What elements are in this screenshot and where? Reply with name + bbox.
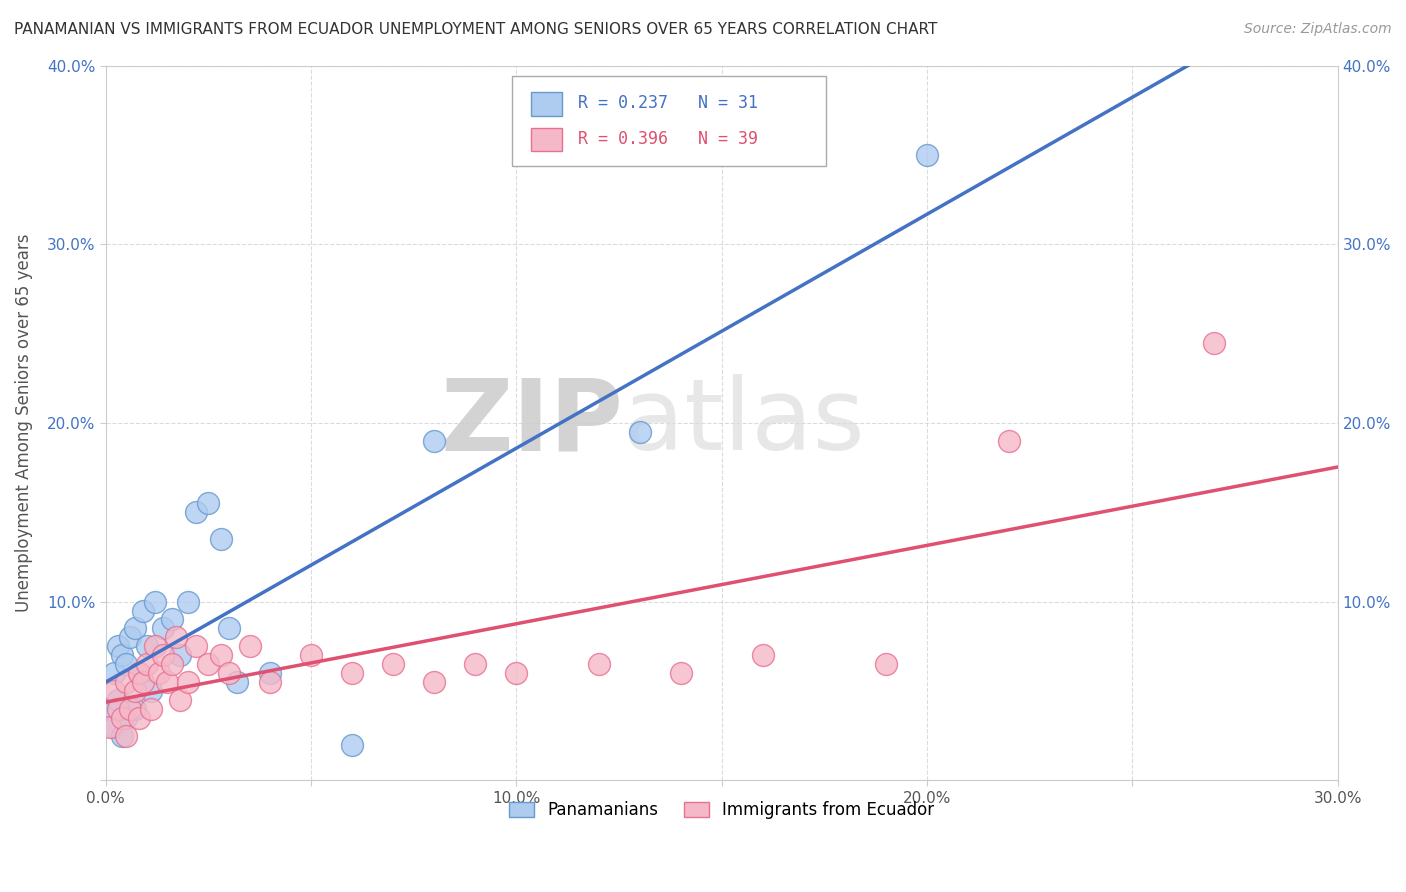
Point: [169, 648, 191, 663]
Point: [169, 693, 191, 707]
Point: [915, 148, 938, 162]
Point: [103, 666, 125, 681]
Point: [143, 640, 166, 654]
Point: [226, 675, 249, 690]
Point: [669, 666, 692, 681]
FancyBboxPatch shape: [531, 93, 561, 116]
Point: [143, 594, 166, 608]
Point: [120, 702, 142, 716]
Point: [152, 622, 174, 636]
Point: [132, 603, 155, 617]
Point: [124, 622, 146, 636]
Point: [423, 675, 446, 690]
Point: [160, 612, 183, 626]
Point: [135, 657, 157, 672]
Point: [111, 711, 134, 725]
Point: [177, 675, 200, 690]
Point: [124, 702, 146, 716]
Point: [111, 729, 134, 743]
Text: Source: ZipAtlas.com: Source: ZipAtlas.com: [1244, 22, 1392, 37]
FancyBboxPatch shape: [531, 128, 561, 152]
Point: [209, 532, 232, 546]
Point: [107, 693, 129, 707]
Text: R = 0.396   N = 39: R = 0.396 N = 39: [578, 130, 758, 148]
Point: [259, 666, 281, 681]
Point: [107, 640, 129, 654]
Point: [423, 434, 446, 448]
Point: [139, 684, 162, 698]
Point: [132, 675, 155, 690]
Point: [588, 657, 610, 672]
Text: ZIP: ZIP: [440, 375, 623, 472]
Point: [382, 657, 405, 672]
Point: [218, 666, 240, 681]
Point: [103, 720, 125, 734]
Point: [259, 675, 281, 690]
Point: [139, 702, 162, 716]
Point: [186, 640, 208, 654]
FancyBboxPatch shape: [512, 77, 827, 166]
Point: [128, 666, 150, 681]
Point: [752, 648, 775, 663]
Point: [998, 434, 1021, 448]
Point: [238, 640, 260, 654]
Point: [115, 711, 138, 725]
Point: [186, 505, 208, 519]
Point: [111, 648, 134, 663]
Point: [98, 702, 121, 716]
Point: [505, 666, 527, 681]
Point: [128, 711, 150, 725]
Point: [115, 729, 138, 743]
Point: [152, 648, 174, 663]
Point: [340, 738, 363, 752]
Point: [156, 675, 179, 690]
Point: [177, 594, 200, 608]
Point: [197, 657, 219, 672]
Point: [299, 648, 322, 663]
Text: R = 0.237   N = 31: R = 0.237 N = 31: [578, 95, 758, 112]
Point: [115, 657, 138, 672]
Point: [628, 425, 651, 439]
Point: [875, 657, 897, 672]
Legend: Panamanians, Immigrants from Ecuador: Panamanians, Immigrants from Ecuador: [503, 794, 941, 826]
Point: [197, 496, 219, 510]
Point: [120, 631, 142, 645]
Point: [1204, 335, 1226, 350]
Point: [135, 640, 157, 654]
Point: [107, 702, 129, 716]
Point: [160, 657, 183, 672]
Point: [464, 657, 486, 672]
Point: [124, 684, 146, 698]
Point: [165, 631, 187, 645]
Point: [115, 675, 138, 690]
Text: atlas: atlas: [623, 375, 865, 472]
Y-axis label: Unemployment Among Seniors over 65 years: Unemployment Among Seniors over 65 years: [15, 234, 32, 612]
Point: [128, 666, 150, 681]
Point: [98, 720, 121, 734]
Point: [148, 666, 170, 681]
Point: [209, 648, 232, 663]
Point: [103, 684, 125, 698]
Text: PANAMANIAN VS IMMIGRANTS FROM ECUADOR UNEMPLOYMENT AMONG SENIORS OVER 65 YEARS C: PANAMANIAN VS IMMIGRANTS FROM ECUADOR UN…: [14, 22, 938, 37]
Point: [218, 622, 240, 636]
Point: [340, 666, 363, 681]
